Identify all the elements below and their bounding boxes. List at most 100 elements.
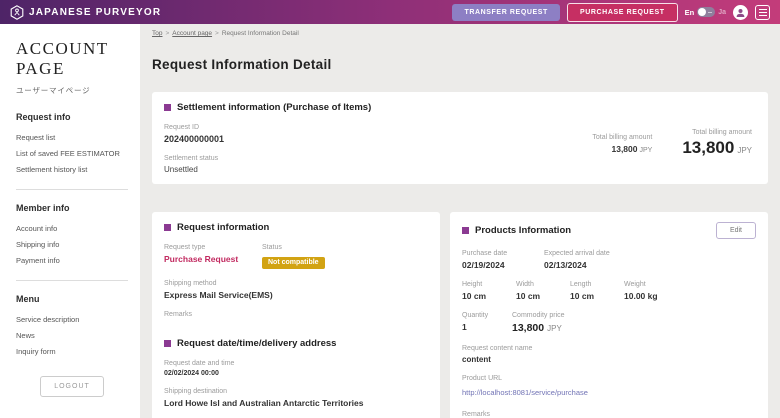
- sidebar-section-request-info: Request info Request list List of saved …: [16, 112, 128, 174]
- breadcrumb: Top>Account page>Request Information Det…: [152, 30, 768, 37]
- logout-button[interactable]: LOGOUT: [40, 376, 104, 397]
- shipping-destination-field: Shipping destination Lord Howe Isl and A…: [164, 388, 428, 408]
- request-info-title: Request information: [164, 222, 428, 233]
- height-label: Height: [462, 281, 500, 288]
- total-billing-small-label: Total billing amount: [592, 134, 652, 141]
- settlement-card-title: Settlement information (Purchase of Item…: [164, 102, 371, 113]
- request-type-label: Request type: [164, 244, 240, 251]
- product-remarks-field: Remarks test: [462, 411, 756, 418]
- sidebar-item-fee-estimator[interactable]: List of saved FEE ESTIMATOR: [16, 142, 128, 158]
- sidebar-item-shipping-info[interactable]: Shipping info: [16, 233, 128, 249]
- section-bullet-icon: [164, 224, 171, 231]
- shipping-method-value: Express Mail Service(EMS): [164, 290, 428, 300]
- arrival-date-label: Expected arrival date: [544, 250, 610, 257]
- width-value: 10 cm: [516, 291, 554, 301]
- request-status-field: Status Not compatible: [262, 244, 325, 269]
- language-switch[interactable]: [697, 7, 715, 17]
- request-remarks-label: Remarks: [164, 311, 428, 318]
- request-datetime-field: Request date and time 02/02/2024 00:00: [164, 360, 428, 377]
- product-url-link[interactable]: http://localhost:8081/service/purchase: [462, 388, 588, 397]
- sidebar-title: ACCOUNT PAGE: [16, 39, 128, 80]
- language-toggle[interactable]: En Ja: [685, 7, 726, 17]
- billing-totals: Total billing amount 13,800JPY Total bil…: [592, 113, 756, 174]
- lang-en-label: En: [685, 8, 695, 17]
- brand-name: JAPANESE PURVEYOR: [29, 7, 161, 18]
- sidebar-item-account-info[interactable]: Account info: [16, 217, 128, 233]
- weight-value: 10.00 kg: [624, 291, 662, 301]
- breadcrumb-separator: >: [215, 30, 219, 37]
- weight-label: Weight: [624, 281, 662, 288]
- section-bullet-icon: [164, 104, 171, 111]
- sidebar-heading-menu: Menu: [16, 294, 128, 304]
- sidebar-heading-member-info: Member info: [16, 203, 128, 213]
- quantity-field: Quantity 1: [462, 312, 496, 334]
- toggle-dash-icon: [708, 12, 712, 14]
- shipping-destination-value: Lord Howe Isl and Australian Antarctic T…: [164, 398, 428, 408]
- quantity-label: Quantity: [462, 312, 496, 319]
- section-bullet-icon: [462, 227, 469, 234]
- content-name-value: content: [462, 355, 756, 364]
- lang-ja-label: Ja: [718, 9, 726, 16]
- sidebar-item-news[interactable]: News: [16, 324, 128, 340]
- toggle-knob-icon: [698, 8, 706, 16]
- sidebar-section-menu: Menu Service description News Inquiry fo…: [16, 280, 128, 356]
- request-id-label: Request ID: [164, 124, 224, 131]
- commodity-price-value: 13,800JPY: [512, 322, 565, 334]
- brand[interactable]: JAPANESE PURVEYOR: [10, 5, 161, 20]
- sidebar-item-inquiry-form[interactable]: Inquiry form: [16, 340, 128, 356]
- product-url-label: Product URL: [462, 375, 756, 382]
- purchase-date-label: Purchase date: [462, 250, 522, 257]
- purchase-date-value: 02/19/2024: [462, 260, 522, 270]
- breadcrumb-separator: >: [165, 30, 169, 37]
- currency-label: JPY: [547, 324, 562, 333]
- content-name-label: Request content name: [462, 345, 756, 352]
- length-label: Length: [570, 281, 608, 288]
- site-header: JAPANESE PURVEYOR TRANSFER REQUEST PURCH…: [0, 0, 780, 24]
- length-value: 10 cm: [570, 291, 608, 301]
- shipping-destination-label: Shipping destination: [164, 388, 428, 395]
- breadcrumb-account-page-link[interactable]: Account page: [172, 30, 212, 37]
- products-info-card: Products Information Edit Purchase date …: [450, 212, 768, 418]
- total-billing-large: Total billing amount 13,800JPY: [682, 129, 752, 158]
- sidebar-item-request-list[interactable]: Request list: [16, 126, 128, 142]
- sidebar: ACCOUNT PAGE ユーザーマイページ Request info Requ…: [0, 24, 140, 418]
- commodity-price-label: Commodity price: [512, 312, 565, 319]
- edit-button[interactable]: Edit: [716, 222, 756, 239]
- height-field: Height 10 cm: [462, 281, 500, 301]
- sidebar-section-member-info: Member info Account info Shipping info P…: [16, 189, 128, 265]
- shipping-method-field: Shipping method Express Mail Service(EMS…: [164, 280, 428, 300]
- arrival-date-field: Expected arrival date 02/13/2024: [544, 250, 610, 270]
- hamburger-menu-button[interactable]: [755, 5, 770, 20]
- content-name-field: Request content name content: [462, 345, 756, 364]
- product-remarks-label: Remarks: [462, 411, 756, 418]
- total-billing-large-value: 13,800JPY: [682, 138, 752, 158]
- width-field: Width 10 cm: [516, 281, 554, 301]
- status-badge: Not compatible: [262, 257, 325, 269]
- settlement-fields: Request ID 202400000001 Settlement statu…: [164, 113, 224, 174]
- request-datetime-title: Request date/time/delivery address: [164, 338, 428, 349]
- request-info-card: Request information Request type Purchas…: [152, 212, 440, 418]
- request-status-label: Status: [262, 244, 325, 251]
- breadcrumb-top-link[interactable]: Top: [152, 30, 162, 37]
- weight-field: Weight 10.00 kg: [624, 281, 662, 301]
- sidebar-item-payment-info[interactable]: Payment info: [16, 249, 128, 265]
- sidebar-item-settlement-history[interactable]: Settlement history list: [16, 158, 128, 174]
- currency-label: JPY: [737, 146, 752, 155]
- purchase-date-field: Purchase date 02/19/2024: [462, 250, 522, 270]
- products-info-title: Products Information: [462, 225, 571, 236]
- quantity-value: 1: [462, 322, 496, 332]
- request-type-field: Request type Purchase Request: [164, 244, 240, 269]
- purchase-request-button[interactable]: PURCHASE REQUEST: [567, 3, 678, 22]
- settlement-status-field: Settlement status Unsettled: [164, 155, 224, 174]
- user-avatar-button[interactable]: [733, 5, 748, 20]
- sidebar-item-service-description[interactable]: Service description: [16, 308, 128, 324]
- commodity-price-field: Commodity price 13,800JPY: [512, 312, 565, 334]
- settlement-status-value: Unsettled: [164, 165, 224, 174]
- breadcrumb-current: Request Information Detail: [222, 30, 299, 37]
- total-billing-small-value: 13,800JPY: [592, 144, 652, 154]
- settlement-status-label: Settlement status: [164, 155, 224, 162]
- user-icon: [735, 7, 746, 18]
- width-label: Width: [516, 281, 554, 288]
- product-url-field: Product URL http://localhost:8081/servic…: [462, 375, 756, 400]
- transfer-request-button[interactable]: TRANSFER REQUEST: [452, 4, 560, 21]
